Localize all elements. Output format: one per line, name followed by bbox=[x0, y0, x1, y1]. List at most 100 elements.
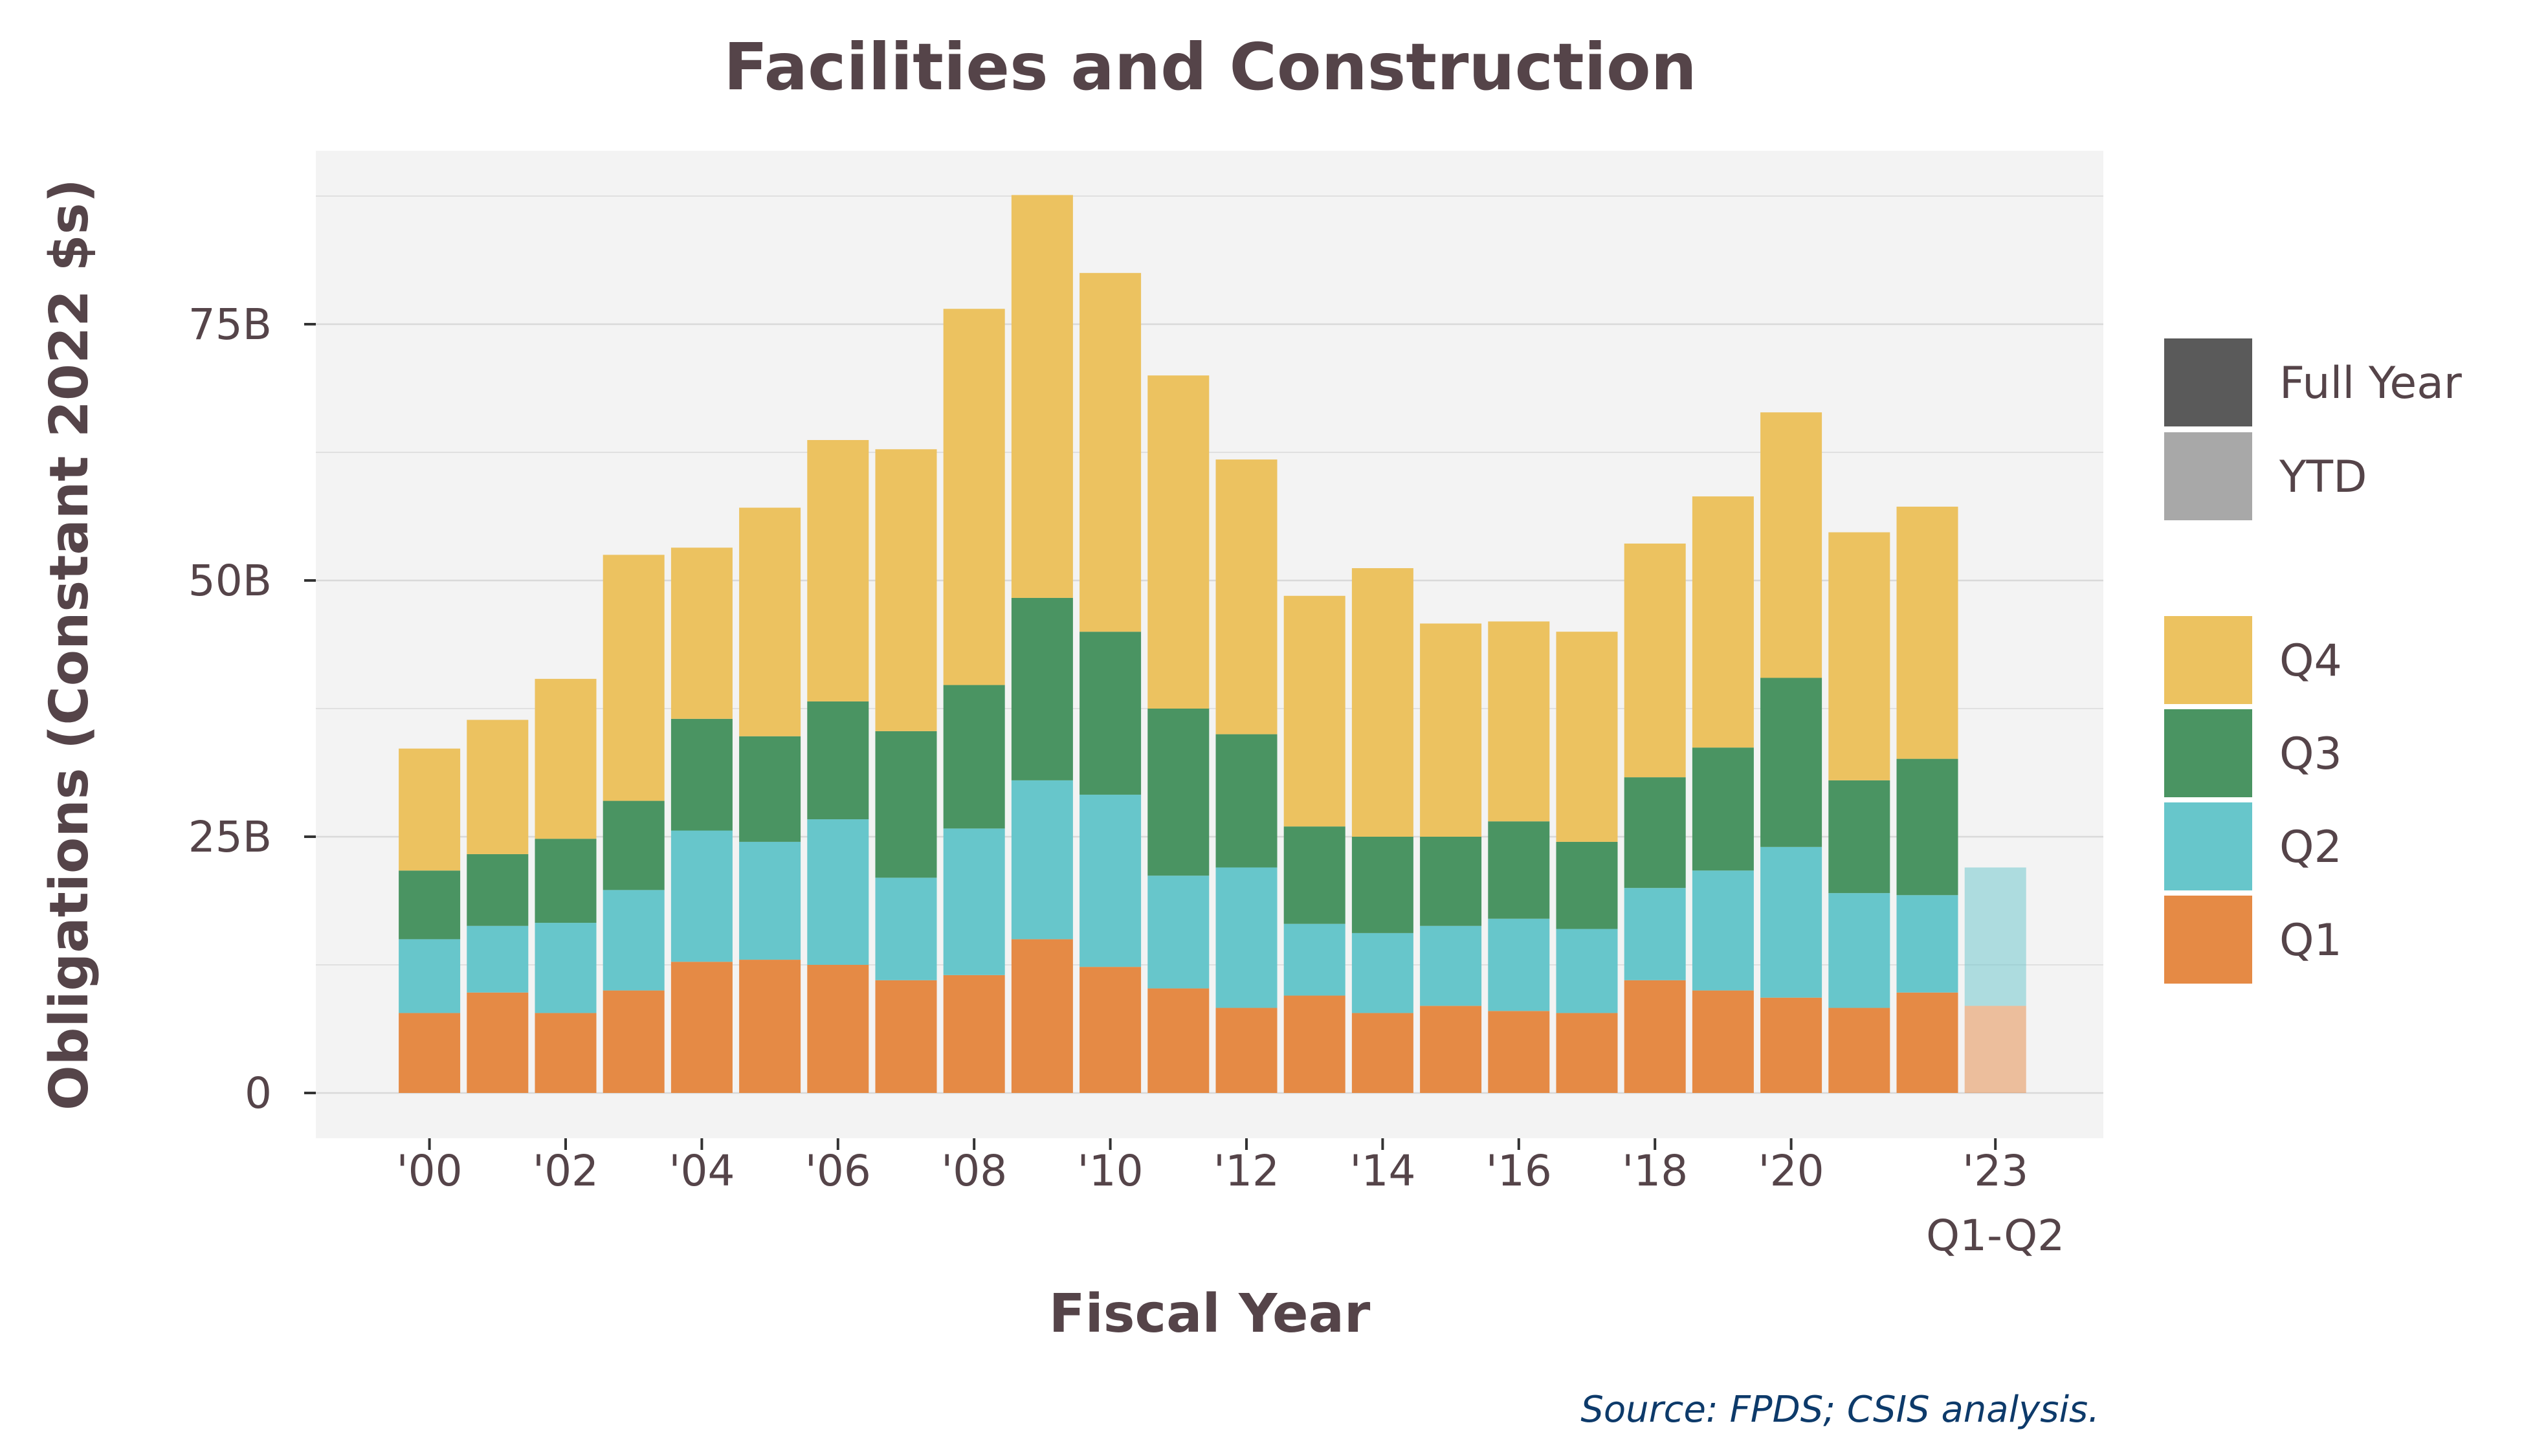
bar-stack-2014 bbox=[1351, 568, 1413, 1093]
bar-segment-2010-q2 bbox=[1079, 795, 1142, 967]
bar-segment-2005-q2 bbox=[739, 841, 801, 960]
x-tick-label: '00 bbox=[397, 1146, 463, 1196]
x-tick-label: '14 bbox=[1349, 1146, 1415, 1196]
bar-segment-2006-q1 bbox=[807, 965, 869, 1093]
bar-stack-2011 bbox=[1147, 375, 1210, 1093]
x-tick-label: '16 bbox=[1486, 1146, 1552, 1196]
x-tick-label: '06 bbox=[805, 1146, 871, 1196]
legend-key-q4 bbox=[2162, 613, 2255, 707]
bar-segment-2000-q1 bbox=[399, 1013, 461, 1093]
bar-segment-2009-q3 bbox=[1011, 597, 1073, 780]
bar-segment-2021-q1 bbox=[1828, 1008, 1890, 1093]
bar-segment-2001-q1 bbox=[467, 992, 529, 1093]
bar-segment-2012-q2 bbox=[1215, 867, 1278, 1008]
bar-segment-2023-q1 bbox=[1964, 1006, 2026, 1093]
bar-segment-2002-q3 bbox=[535, 839, 597, 923]
bar-segment-2021-q3 bbox=[1828, 780, 1890, 894]
bar-segment-2021-q4 bbox=[1828, 532, 1890, 780]
bar-segment-2006-q3 bbox=[807, 701, 869, 820]
bar-segment-2004-q4 bbox=[670, 547, 733, 719]
bar-stack-2019 bbox=[1692, 496, 1754, 1093]
bar-stack-2016 bbox=[1488, 621, 1550, 1093]
legend-label-q2: Q2 bbox=[2279, 822, 2342, 873]
bar-segment-2015-q2 bbox=[1420, 925, 1482, 1006]
x-tick-sublabel: Q1-Q2 bbox=[1926, 1211, 2065, 1261]
bar-segment-2002-q2 bbox=[535, 923, 597, 1013]
bar-stack-2000 bbox=[399, 748, 461, 1093]
x-axis: '00 '02 '04 '06 '08 '10 '12 '14 '16 '18 '20 '23 Q1-Q… bbox=[397, 1138, 2065, 1261]
bar-segment-2007-q4 bbox=[875, 449, 937, 731]
y-tick-label: 0 bbox=[245, 1068, 272, 1118]
x-tick-label: '10 bbox=[1078, 1146, 1144, 1196]
legend-key-full-year bbox=[2162, 336, 2255, 429]
bar-segment-2020-q2 bbox=[1760, 846, 1822, 998]
bar-segment-2017-q4 bbox=[1556, 632, 1618, 842]
bar-stack-2021 bbox=[1828, 532, 1890, 1093]
legend-label-q1: Q1 bbox=[2279, 915, 2342, 966]
bar-stack-2017 bbox=[1556, 632, 1618, 1093]
bar-segment-2004-q1 bbox=[670, 962, 733, 1093]
bar-segment-2017-q2 bbox=[1556, 929, 1618, 1013]
bar-segment-2018-q1 bbox=[1624, 980, 1686, 1093]
legend-key-q3 bbox=[2162, 707, 2255, 800]
legend: Full Year YTD Q4 Q3 Q2 Q1 bbox=[2162, 336, 2462, 986]
bar-segment-2003-q1 bbox=[603, 990, 665, 1093]
bar-segment-2022-q4 bbox=[1896, 506, 1958, 759]
bar-segment-2003-q3 bbox=[603, 800, 665, 890]
bar-segment-2000-q2 bbox=[399, 939, 461, 1013]
x-tick-label: '23 bbox=[1962, 1146, 2028, 1196]
bar-stack-2006 bbox=[807, 439, 869, 1093]
bar-segment-2008-q2 bbox=[943, 828, 1005, 975]
bar-stack-2020 bbox=[1760, 412, 1822, 1093]
bar-segment-2019-q4 bbox=[1692, 496, 1754, 748]
bar-stack-2002 bbox=[535, 679, 597, 1093]
bar-segment-2011-q3 bbox=[1147, 709, 1210, 876]
bar-segment-2011-q2 bbox=[1147, 876, 1210, 989]
bar-segment-2011-q4 bbox=[1147, 375, 1210, 709]
bar-segment-2001-q3 bbox=[467, 854, 529, 926]
bar-segment-2013-q3 bbox=[1283, 826, 1345, 924]
bar-segment-2020-q1 bbox=[1760, 997, 1822, 1093]
bar-segment-2005-q1 bbox=[739, 960, 801, 1093]
bar-segment-2013-q2 bbox=[1283, 923, 1345, 996]
bar-segment-2005-q3 bbox=[739, 736, 801, 842]
bar-segment-2014-q4 bbox=[1351, 568, 1413, 837]
bar-segment-2009-q4 bbox=[1011, 195, 1073, 598]
legend-label-full-year: Full Year bbox=[2279, 358, 2462, 409]
bar-segment-2015-q4 bbox=[1420, 623, 1482, 837]
bar-segment-2003-q2 bbox=[603, 890, 665, 991]
bar-segment-2007-q1 bbox=[875, 980, 937, 1093]
bar-stack-2004 bbox=[670, 547, 733, 1093]
bar-segment-2003-q4 bbox=[603, 555, 665, 801]
x-tick-label: '20 bbox=[1758, 1146, 1824, 1196]
bar-stack-2005 bbox=[739, 507, 801, 1093]
bar-segment-2006-q4 bbox=[807, 439, 869, 701]
x-tick-label: '08 bbox=[941, 1146, 1007, 1196]
bar-segment-2021-q2 bbox=[1828, 893, 1890, 1008]
legend-key-q2 bbox=[2162, 800, 2255, 893]
bar-segment-2012-q1 bbox=[1215, 1008, 1278, 1093]
bar-segment-2015-q1 bbox=[1420, 1006, 1482, 1093]
bar-segment-2018-q2 bbox=[1624, 888, 1686, 980]
source-note: Source: FPDS; CSIS analysis. bbox=[1580, 1389, 2099, 1431]
bar-stack-2007 bbox=[875, 449, 937, 1093]
bar-stack-2001 bbox=[467, 720, 529, 1093]
bar-stack-2010 bbox=[1079, 272, 1142, 1093]
bar-segment-2008-q4 bbox=[943, 309, 1005, 685]
bar-segment-2019-q3 bbox=[1692, 747, 1754, 871]
bar-segment-2001-q2 bbox=[467, 925, 529, 993]
bar-segment-2008-q3 bbox=[943, 685, 1005, 829]
legend-key-q1 bbox=[2162, 893, 2255, 986]
x-tick-label: '04 bbox=[669, 1146, 735, 1196]
bar-segment-2017-q1 bbox=[1556, 1013, 1618, 1093]
bar-stack-2022 bbox=[1896, 506, 1958, 1093]
legend-label-q4: Q4 bbox=[2279, 635, 2342, 687]
bar-segment-2008-q1 bbox=[943, 975, 1005, 1093]
bar-segment-2001-q4 bbox=[467, 720, 529, 854]
bar-segment-2012-q4 bbox=[1215, 459, 1278, 734]
bar-segment-2000-q3 bbox=[399, 870, 461, 940]
legend-label-ytd: YTD bbox=[2279, 452, 2367, 503]
x-tick-label: '02 bbox=[533, 1146, 599, 1196]
bar-segment-2004-q2 bbox=[670, 830, 733, 962]
